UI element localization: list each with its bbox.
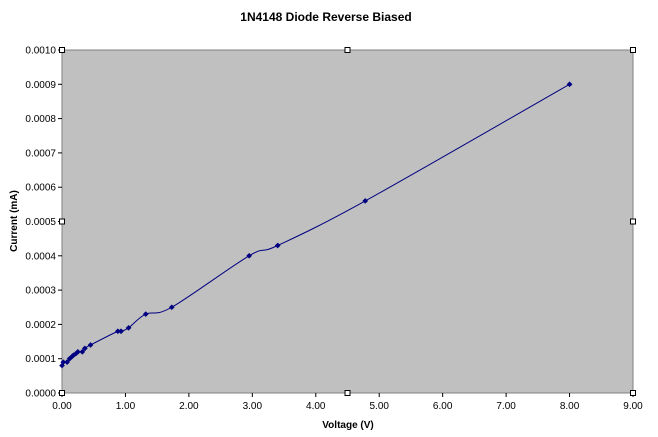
- x-tick-label: 1.00: [116, 401, 136, 412]
- x-tick-label: 8.00: [560, 401, 580, 412]
- data-point: [274, 242, 281, 249]
- selection-handle[interactable]: [630, 390, 636, 396]
- x-tick-label: 2.00: [179, 401, 199, 412]
- selection-handle[interactable]: [59, 47, 65, 53]
- data-point: [168, 304, 175, 311]
- data-point: [74, 348, 81, 355]
- x-tick-label: 0.00: [52, 401, 72, 412]
- data-point: [87, 342, 94, 348]
- data-point: [118, 328, 124, 335]
- y-tick-label: 0.0000: [25, 389, 56, 400]
- data-point: [64, 359, 71, 366]
- y-tick-label: 0.0002: [25, 320, 56, 331]
- chart-title: 1N4148 Diode Reverse Biased: [240, 10, 411, 24]
- data-point: [142, 311, 149, 318]
- y-axis-label: Current (mA): [9, 190, 20, 252]
- axis-ticks: 0.00 1.00 2.00 3.00 4.00 5.00 6.00 7.00 8.00 9.00…: [25, 46, 643, 413]
- y-tick-label: 0.0003: [25, 286, 56, 297]
- data-point: [566, 81, 573, 88]
- x-tick-label: 9.00: [623, 401, 643, 412]
- y-tick-label: 0.0009: [25, 80, 56, 91]
- selection-handles: [59, 47, 636, 396]
- y-tick-label: 0.0007: [25, 148, 56, 159]
- selection-handle[interactable]: [59, 390, 65, 396]
- y-tick-label: 0.0008: [25, 114, 56, 125]
- x-tick-label: 4.00: [306, 401, 326, 412]
- selection-handle[interactable]: [630, 47, 636, 53]
- data-point: [125, 324, 132, 331]
- x-tick-label: 6.00: [433, 401, 453, 412]
- data-point: [362, 197, 369, 204]
- x-tick-label: 7.00: [496, 401, 516, 412]
- y-tick-label: 0.0006: [25, 183, 56, 194]
- data-point: [246, 252, 253, 259]
- selection-handle[interactable]: [59, 218, 65, 225]
- series-layer: [59, 81, 573, 369]
- selection-handle[interactable]: [630, 218, 636, 225]
- y-tick-label: 0.0001: [25, 354, 56, 365]
- x-tick-label: 5.00: [369, 401, 389, 412]
- data-point: [79, 348, 86, 355]
- y-tick-label: 0.0010: [25, 46, 56, 57]
- x-axis-label: Voltage (V): [322, 420, 373, 431]
- selection-handle[interactable]: [344, 390, 351, 396]
- plot-area: [61, 49, 634, 394]
- y-tick-label: 0.0005: [25, 217, 56, 228]
- x-tick-label: 3.00: [243, 401, 263, 412]
- selection-handle[interactable]: [344, 47, 351, 53]
- y-tick-label: 0.0004: [25, 251, 56, 262]
- data-point: [81, 345, 88, 352]
